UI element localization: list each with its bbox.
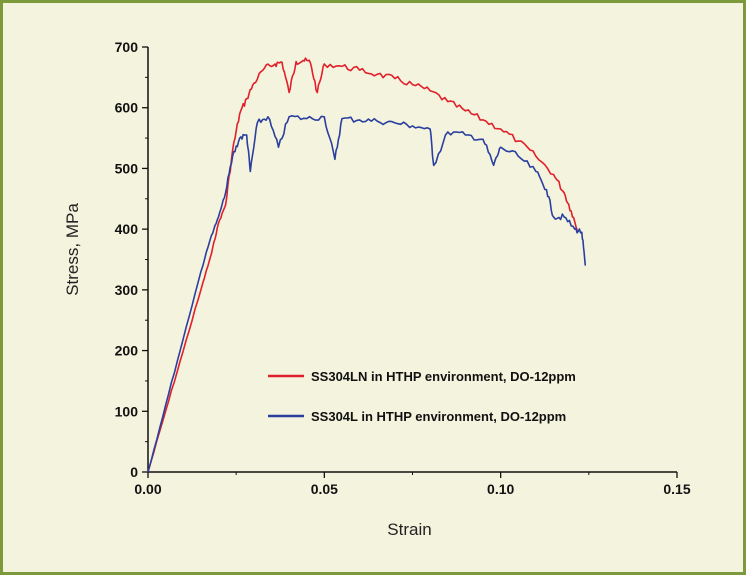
legend-label-2: SS304L in HTHP environment, DO-12ppm [311, 409, 566, 424]
legend: SS304LN in HTHP environment, DO-12ppm SS3… [268, 369, 576, 424]
series-line-1 [147, 57, 579, 473]
x-tick-label: 0.10 [487, 481, 514, 497]
series-line-2 [147, 115, 587, 473]
y-axis-title: Stress, MPa [63, 203, 82, 296]
y-tick-label: 0 [130, 464, 138, 480]
y-tick-label: 100 [115, 403, 139, 419]
y-tick-label: 700 [115, 39, 139, 55]
y-tick-label: 300 [115, 282, 139, 298]
legend-label-1: SS304LN in HTHP environment, DO-12ppm [311, 369, 576, 384]
y-tick-label: 400 [115, 221, 139, 237]
x-tick-label: 0.05 [311, 481, 338, 497]
ticks: 0 100 200 300 400 500 600 700 0.00 0.05 0.10 0.15 [115, 39, 691, 497]
y-tick-label: 200 [115, 343, 139, 359]
x-axis-title: Strain [387, 520, 431, 539]
y-tick-label: 500 [115, 160, 139, 176]
y-tick-label: 600 [115, 100, 139, 116]
series-lines [147, 57, 587, 473]
x-tick-label: 0.00 [134, 481, 161, 497]
x-tick-label: 0.15 [663, 481, 690, 497]
